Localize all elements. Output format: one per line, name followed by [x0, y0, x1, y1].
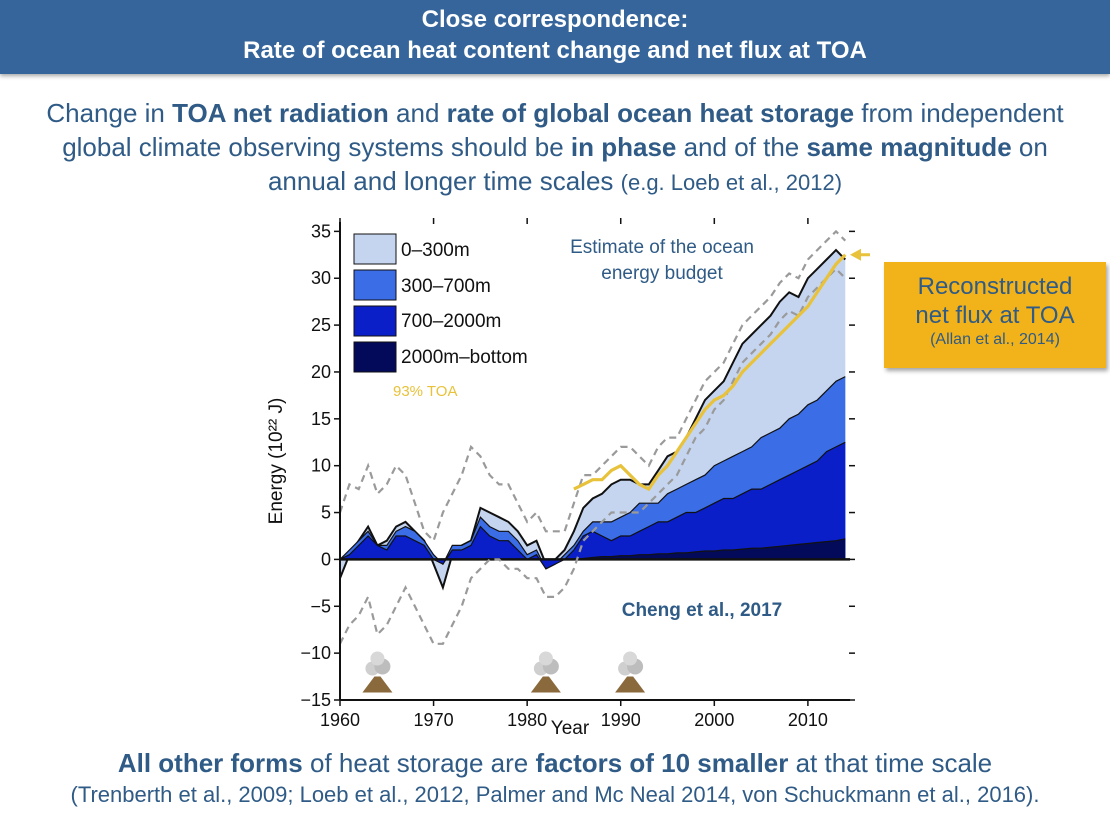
footer-bold-1: All other forms	[117, 748, 303, 778]
legend-swatch-300-700m	[353, 269, 397, 301]
volcano-cone	[362, 676, 393, 693]
plot-area	[340, 229, 850, 693]
y-tick-label: 5	[321, 503, 331, 523]
footer: All other forms of heat storage are fact…	[0, 746, 1110, 810]
legend-swatch-700-2000m	[353, 305, 397, 337]
y-tick-label: −15	[300, 690, 331, 710]
intro-bold-2: rate of global ocean heat storage	[446, 98, 855, 128]
legend-label-2000m-bottom: 2000m–bottom	[401, 347, 528, 368]
banner-line-2: Rate of ocean heat content change and ne…	[243, 37, 867, 64]
intro-text-2: and	[388, 98, 447, 128]
area-300-700m-edge	[340, 376, 846, 570]
intro-bold-4: same magnitude	[806, 132, 1012, 162]
legend: 0–300m 300–700m 700–2000m 2000m–bottom 9…	[353, 233, 528, 400]
volcano-plume	[370, 651, 385, 666]
area-2000m-bottom	[340, 538, 846, 560]
x-axis-label: Year	[551, 718, 590, 739]
chart-svg: −15 −10 −5 0 5 10 15 20 25 30 35 1960 1970 1980 1990 20…	[266, 218, 884, 739]
y-axis-label: Energy (10²² J)	[266, 398, 287, 525]
callout-arrow-head	[850, 248, 861, 261]
uncertainty-lower	[340, 267, 847, 645]
volcano-plume	[538, 651, 553, 666]
y-tick-label: 35	[311, 221, 331, 241]
toa-line	[573, 253, 847, 492]
legend-label-300-700m: 300–700m	[401, 276, 491, 297]
intro-text-1: Change in	[46, 98, 173, 128]
intro-bold-3: in phase	[570, 132, 677, 162]
y-tick-label: −5	[310, 596, 331, 616]
chart-title-line-2: energy budget	[601, 263, 723, 284]
footer-text-1: of heat storage are	[302, 748, 536, 778]
y-tick-label: 25	[311, 315, 331, 335]
y-tick-label: 0	[321, 549, 331, 569]
x-tick-label: 2000	[694, 710, 734, 730]
ocean-energy-chart: −15 −10 −5 0 5 10 15 20 25 30 35 1960 1970 1980 1990 20…	[250, 210, 884, 745]
y-tick-label: −10	[300, 643, 331, 663]
volcano-plume	[623, 651, 638, 666]
x-tick-label: 1990	[601, 710, 641, 730]
x-tick-label: 1970	[414, 710, 454, 730]
volcano-cone	[615, 676, 646, 693]
legend-swatch-2000m-bottom	[353, 341, 397, 373]
x-tick-label: 2010	[788, 710, 828, 730]
x-tick-label: 1980	[507, 710, 547, 730]
intro-paragraph: Change in TOA net radiation and rate of …	[20, 96, 1090, 200]
footer-references: (Trenberth et al., 2009; Loeb et al., 20…	[70, 782, 1040, 807]
intro-citation: (e.g. Loeb et al., 2012)	[620, 170, 843, 195]
footer-text-2: at that time scale	[788, 748, 993, 778]
callout-citation: (Allan et al., 2014)	[930, 331, 1060, 348]
volcano-icon	[530, 651, 561, 693]
callout-line-1: Reconstructed	[917, 273, 1073, 300]
intro-text-5: on annual and longer time scales	[267, 132, 1048, 196]
footer-bold-2: factors of 10 smaller	[535, 748, 789, 778]
legend-label-700-2000m: 700–2000m	[401, 311, 501, 332]
legend-label-0-300m: 0–300m	[401, 240, 470, 261]
y-tick-label: 20	[311, 362, 331, 382]
chart-title-line-1: Estimate of the ocean	[570, 237, 754, 258]
title-banner: Close correspondence: Rate of ocean heat…	[0, 0, 1110, 74]
intro-text-3: from independent global climate observin…	[62, 98, 1064, 162]
area-700-2000m	[340, 442, 846, 569]
chart-annotation: Cheng et al., 2017	[622, 600, 783, 621]
y-tick-label: 30	[311, 268, 331, 288]
intro-text-4: and of the	[676, 132, 807, 162]
toa-callout: Reconstructed net flux at TOA (Allan et …	[884, 262, 1106, 368]
volcano-icon	[615, 651, 646, 693]
volcano-icon	[362, 651, 393, 693]
x-tick-label: 1960	[320, 710, 360, 730]
volcano-cone	[530, 676, 561, 693]
intro-bold-1: TOA net radiation	[172, 98, 389, 128]
callout-line-2: net flux at TOA	[915, 302, 1075, 329]
legend-label-toa: 93% TOA	[393, 383, 457, 400]
legend-swatch-0-300m	[353, 233, 397, 265]
y-tick-label: 10	[311, 456, 331, 476]
banner-line-1: Close correspondence:	[421, 6, 689, 33]
y-tick-label: 15	[311, 409, 331, 429]
footer-statement: All other forms of heat storage are fact…	[0, 746, 1110, 780]
axes: −15 −10 −5 0 5 10 15 20 25 30 35 1960 1970 1980 1990 20…	[300, 218, 855, 730]
